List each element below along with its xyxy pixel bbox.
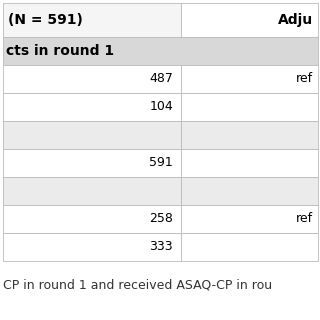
Bar <box>3 149 181 177</box>
Bar <box>3 205 181 233</box>
Text: 333: 333 <box>149 241 173 253</box>
Bar <box>3 93 181 121</box>
Bar <box>3 3 181 37</box>
Text: (N = 591): (N = 591) <box>8 13 83 27</box>
Text: 104: 104 <box>149 100 173 114</box>
Bar <box>181 3 318 37</box>
Bar <box>3 233 181 261</box>
Text: 591: 591 <box>149 156 173 170</box>
Bar <box>181 205 318 233</box>
Text: cts in round 1: cts in round 1 <box>6 44 114 58</box>
Text: Adju: Adju <box>278 13 313 27</box>
Bar <box>181 149 318 177</box>
Text: ref: ref <box>296 212 313 226</box>
Bar <box>181 121 318 149</box>
Bar <box>3 65 181 93</box>
Bar <box>3 37 318 65</box>
Bar <box>181 177 318 205</box>
Bar <box>181 233 318 261</box>
Text: 258: 258 <box>149 212 173 226</box>
Text: 487: 487 <box>149 73 173 85</box>
Text: ref: ref <box>296 73 313 85</box>
Text: CP in round 1 and received ASAQ-CP in rou: CP in round 1 and received ASAQ-CP in ro… <box>3 278 272 291</box>
Bar <box>3 121 181 149</box>
Bar <box>181 65 318 93</box>
Bar <box>3 177 181 205</box>
Bar <box>181 93 318 121</box>
